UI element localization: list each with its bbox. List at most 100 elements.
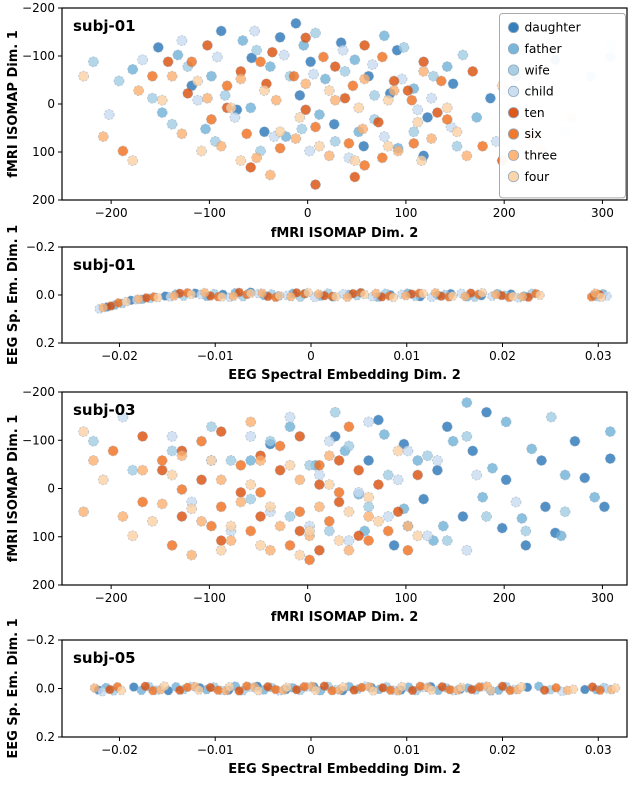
- scatter-point-ten: [497, 681, 508, 692]
- scatter-point-child: [353, 486, 365, 498]
- scatter-point-six: [435, 75, 447, 87]
- scatter-point-ten: [372, 116, 384, 128]
- scatter-point-wife: [166, 118, 178, 130]
- scatter-point-daughter: [246, 52, 258, 64]
- scatter-point-three: [290, 133, 302, 145]
- scatter-point-three: [264, 544, 276, 556]
- scatter-point-father: [127, 63, 139, 75]
- scatter-point-daughter: [215, 25, 227, 37]
- scatter-point-six: [215, 501, 227, 513]
- scatter-point-four: [224, 681, 235, 692]
- scatter-point-father: [205, 70, 217, 82]
- scatter-point-ten: [255, 511, 266, 522]
- scatter-point-four: [323, 479, 335, 491]
- scatter-point-three: [342, 292, 353, 303]
- scatter-point-four: [274, 290, 285, 301]
- scatter-point-four: [343, 506, 355, 518]
- scatter-point-four: [255, 539, 266, 551]
- scatter-point-three: [286, 291, 296, 302]
- scatter-point-daughter: [363, 455, 375, 466]
- scatter-point-three: [186, 549, 198, 561]
- scatter-point-four: [127, 530, 139, 542]
- scatter-point-daughter: [481, 406, 492, 418]
- scatter-point-child: [422, 530, 433, 542]
- x-tick-label: −0.02: [101, 743, 138, 757]
- scatter-point-six: [245, 525, 257, 537]
- scatter-point-child: [308, 68, 319, 80]
- scatter-point-three: [196, 515, 207, 527]
- scatter-point-child: [284, 411, 296, 423]
- scatter-point-ten: [587, 682, 598, 692]
- x-axis-label: fMRI ISOMAP Dim. 2: [271, 226, 419, 241]
- scatter-point-four: [264, 501, 276, 513]
- scatter-point-child: [249, 25, 261, 37]
- legend-label-wife: wife: [525, 63, 550, 77]
- scatter-point-six: [317, 51, 329, 63]
- scatter-point-four: [451, 126, 463, 138]
- scatter-point-ten: [329, 61, 341, 73]
- scatter-point-six: [323, 515, 335, 527]
- scatter-point-wife: [87, 435, 99, 447]
- scatter-point-father: [516, 512, 528, 524]
- scatter-point-wife: [284, 511, 296, 522]
- scatter-point-three: [400, 290, 411, 301]
- scatter-point-child: [382, 511, 394, 522]
- scatter-point-four: [353, 102, 365, 114]
- scatter-point-four: [186, 289, 197, 300]
- scatter-point-six: [274, 142, 286, 154]
- scatter-point-child: [176, 35, 188, 47]
- scatter-points: [89, 681, 621, 697]
- scatter-points: [94, 287, 612, 314]
- scatter-point-child: [103, 109, 115, 121]
- scatter-point-father: [264, 61, 276, 73]
- scatter-point-daughter: [258, 126, 270, 138]
- scatter-point-daughter: [500, 474, 512, 486]
- legend-box: [499, 13, 626, 199]
- scatter-point-ten: [294, 525, 306, 537]
- scatter-point-four: [313, 140, 325, 152]
- scatter-point-child: [304, 145, 316, 157]
- legend-marker-four: [507, 171, 520, 183]
- scatter-points: [78, 397, 616, 566]
- scatter-point-three: [313, 501, 325, 513]
- scatter-point-four: [426, 685, 437, 695]
- scatter-point-six: [117, 145, 129, 157]
- scatter-point-father: [284, 421, 296, 433]
- scatter-point-six: [255, 56, 266, 68]
- scatter-point-daughter: [305, 56, 317, 68]
- scatter-point-four: [245, 288, 256, 299]
- scatter-point-wife: [520, 525, 532, 537]
- scatter-point-ten: [300, 32, 312, 44]
- scatter-point-wife: [382, 469, 394, 481]
- scatter-point-three: [137, 464, 149, 476]
- scatter-point-four: [274, 126, 286, 138]
- scatter-point-father: [378, 429, 390, 440]
- scatter-point-wife: [363, 501, 375, 513]
- scatter-point-four: [412, 116, 424, 128]
- scatter-point-ten: [156, 464, 168, 476]
- scatter-point-four: [333, 535, 345, 547]
- scatter-point-daughter: [422, 111, 433, 123]
- x-tick-label: 0: [304, 206, 312, 220]
- scatter-point-ten: [467, 65, 479, 77]
- scatter-point-three: [402, 520, 414, 532]
- scatter-point-six: [551, 682, 561, 693]
- scatter-point-four: [303, 287, 313, 298]
- scatter-point-father: [477, 491, 489, 503]
- scatter-point-daughter: [274, 31, 286, 43]
- scatter-point-ten: [137, 430, 149, 442]
- scatter-point-six: [274, 440, 286, 452]
- scatter-point-three: [274, 520, 286, 532]
- scatter-point-four: [196, 145, 207, 157]
- scatter-point-ten: [196, 474, 207, 486]
- scatter-point-father: [156, 107, 168, 119]
- y-tick-label: 100: [32, 530, 55, 544]
- scatter-point-wife: [127, 464, 139, 476]
- scatter-point-child: [461, 544, 473, 556]
- scatter-point-four: [359, 289, 370, 300]
- scatter-point-daughter: [539, 501, 551, 513]
- x-tick-label: −200: [95, 206, 128, 220]
- scatter-point-three: [199, 287, 210, 298]
- y-tick-label: 0.2: [36, 336, 55, 350]
- scatter-point-six: [376, 152, 388, 164]
